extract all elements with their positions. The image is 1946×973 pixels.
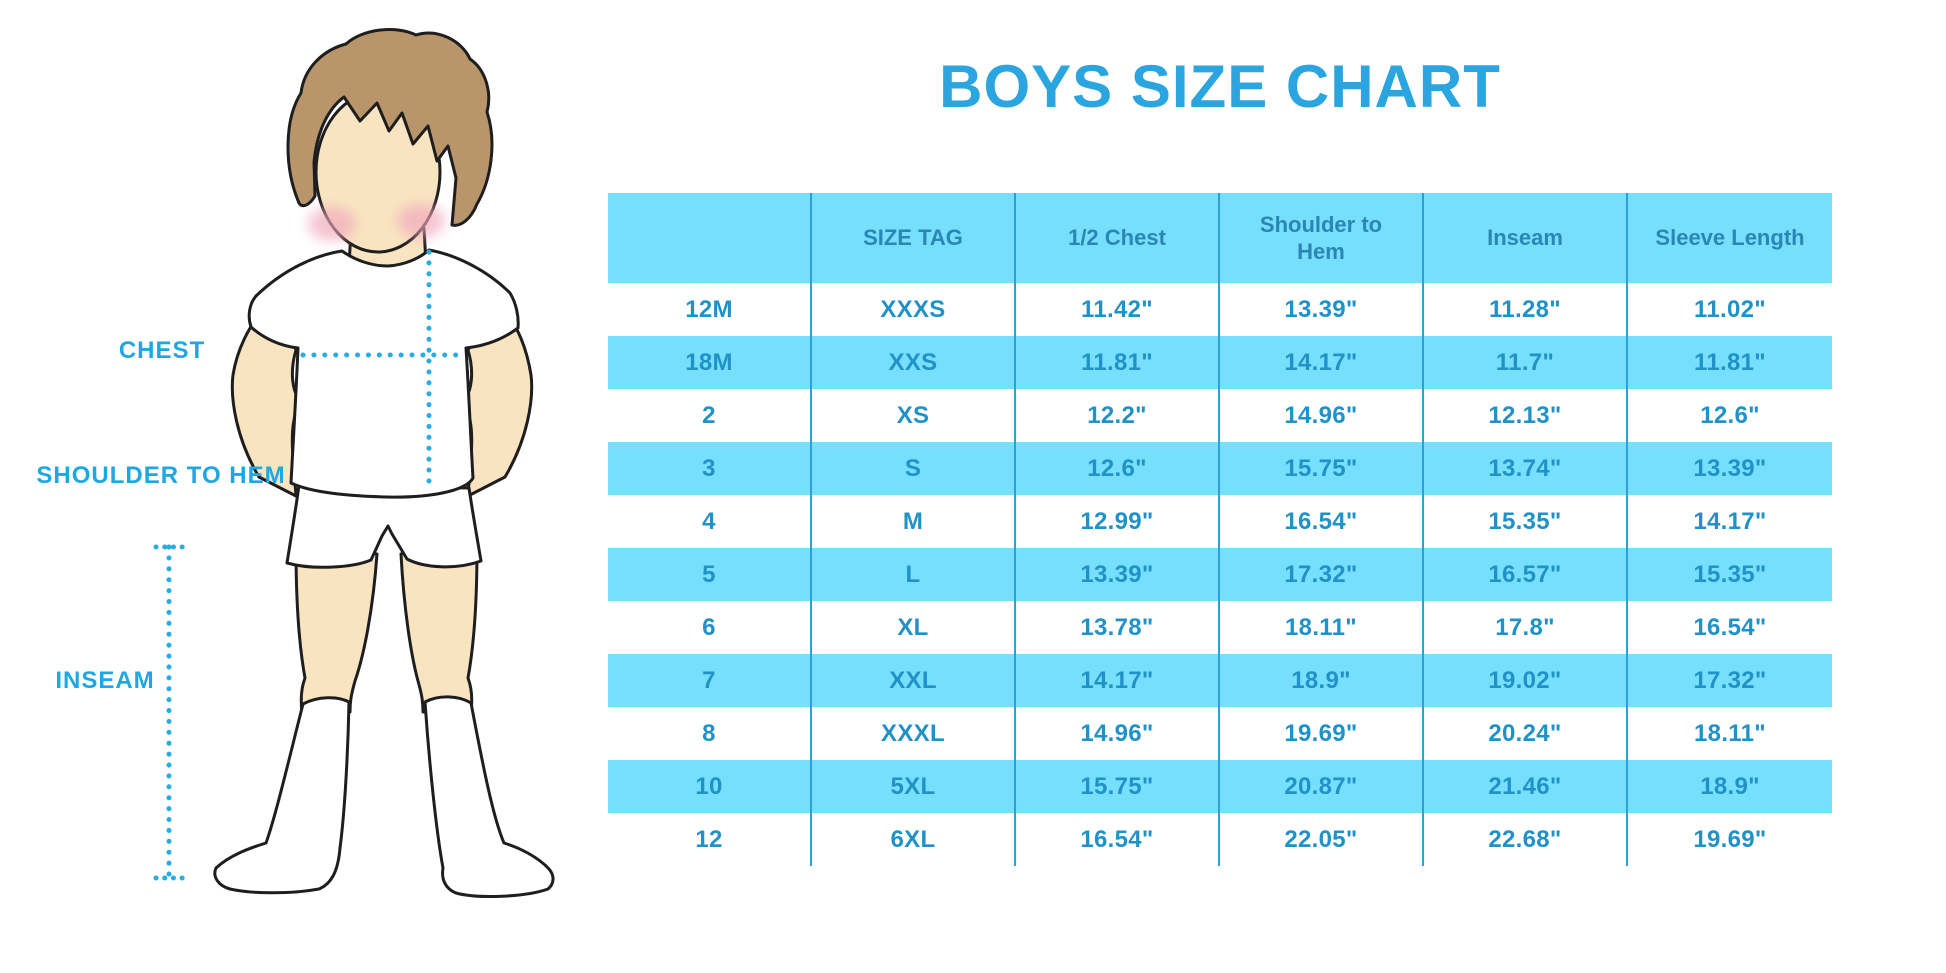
measurement-value-cell: 18.11" bbox=[1628, 707, 1832, 760]
size-tag-cell: 5XL bbox=[812, 760, 1016, 813]
size-age-cell: 6 bbox=[608, 601, 812, 654]
size-age-cell: 7 bbox=[608, 654, 812, 707]
header-cell-1-2-chest: 1/2 Chest bbox=[1016, 193, 1220, 283]
size-age-cell: 4 bbox=[608, 495, 812, 548]
measurement-value-cell: 21.46" bbox=[1424, 760, 1628, 813]
measurement-value-cell: 17.32" bbox=[1628, 654, 1832, 707]
header-cell-sleeve-length: Sleeve Length bbox=[1628, 193, 1832, 283]
header-cell-empty bbox=[608, 193, 812, 283]
size-age-cell: 18M bbox=[608, 336, 812, 389]
measurement-value-cell: 13.78" bbox=[1016, 601, 1220, 654]
measurement-value-cell: 16.54" bbox=[1220, 495, 1424, 548]
right-cheek bbox=[397, 204, 445, 238]
page-title: BOYS SIZE CHART bbox=[939, 53, 1501, 120]
measurement-value-cell: 19.02" bbox=[1424, 654, 1628, 707]
boy-measurement-illustration bbox=[153, 28, 555, 898]
measurement-value-cell: 12.6" bbox=[1016, 442, 1220, 495]
t-shirt bbox=[247, 248, 520, 499]
size-age-cell: 10 bbox=[608, 760, 812, 813]
size-age-cell: 5 bbox=[608, 548, 812, 601]
chest-label: CHEST bbox=[118, 337, 206, 364]
measurement-value-cell: 19.69" bbox=[1628, 813, 1832, 866]
measurement-value-cell: 20.87" bbox=[1220, 760, 1424, 813]
left-leg bbox=[294, 546, 379, 714]
measurement-value-cell: 12.13" bbox=[1424, 389, 1628, 442]
measurement-value-cell: 15.75" bbox=[1016, 760, 1220, 813]
size-tag-cell: 6XL bbox=[812, 813, 1016, 866]
measurement-value-cell: 19.69" bbox=[1220, 707, 1424, 760]
measurement-value-cell: 12.6" bbox=[1628, 389, 1832, 442]
size-tag-cell: L bbox=[812, 548, 1016, 601]
header-cell-size-tag: SIZE TAG bbox=[812, 193, 1016, 283]
shorts bbox=[285, 483, 483, 569]
measurement-value-cell: 16.54" bbox=[1016, 813, 1220, 866]
measurement-value-cell: 18.9" bbox=[1220, 654, 1424, 707]
measurement-value-cell: 14.17" bbox=[1628, 495, 1832, 548]
size-age-cell: 12M bbox=[608, 283, 812, 336]
measurement-value-cell: 14.96" bbox=[1220, 389, 1424, 442]
measurement-value-cell: 18.9" bbox=[1628, 760, 1832, 813]
size-age-cell: 2 bbox=[608, 389, 812, 442]
left-cheek bbox=[308, 207, 356, 241]
left-sock bbox=[213, 696, 351, 895]
header-cell-inseam: Inseam bbox=[1424, 193, 1628, 283]
size-tag-cell: XXXS bbox=[812, 283, 1016, 336]
measurement-value-cell: 12.99" bbox=[1016, 495, 1220, 548]
size-tag-cell: XS bbox=[812, 389, 1016, 442]
hair bbox=[286, 28, 494, 227]
measurement-value-cell: 15.35" bbox=[1628, 548, 1832, 601]
measurement-value-cell: 22.05" bbox=[1220, 813, 1424, 866]
measurement-value-cell: 13.74" bbox=[1424, 442, 1628, 495]
size-tag-cell: M bbox=[812, 495, 1016, 548]
measurement-value-cell: 11.7" bbox=[1424, 336, 1628, 389]
measurement-value-cell: 16.54" bbox=[1628, 601, 1832, 654]
measurement-value-cell: 11.81" bbox=[1016, 336, 1220, 389]
size-table: SIZE TAG 1/2 Chest Shoulder to Hem Inseam Sl… bbox=[608, 193, 1832, 866]
measurement-value-cell: 11.02" bbox=[1628, 283, 1832, 336]
size-age-cell: 12 bbox=[608, 813, 812, 866]
size-age-cell: 3 bbox=[608, 442, 812, 495]
measurement-value-cell: 15.35" bbox=[1424, 495, 1628, 548]
right-arm bbox=[464, 308, 534, 498]
measurement-value-cell: 14.17" bbox=[1220, 336, 1424, 389]
header-cell-shoulder-to-hem: Shoulder to Hem bbox=[1220, 193, 1424, 283]
size-age-cell: 8 bbox=[608, 707, 812, 760]
measurement-value-cell: 22.68" bbox=[1424, 813, 1628, 866]
measurement-value-cell: 14.17" bbox=[1016, 654, 1220, 707]
measurement-value-cell: 13.39" bbox=[1628, 442, 1832, 495]
measurement-value-cell: 16.57" bbox=[1424, 548, 1628, 601]
measurement-value-cell: 15.75" bbox=[1220, 442, 1424, 495]
right-leg bbox=[399, 546, 479, 714]
measurement-value-cell: 20.24" bbox=[1424, 707, 1628, 760]
measurement-value-cell: 12.2" bbox=[1016, 389, 1220, 442]
size-tag-cell: XXL bbox=[812, 654, 1016, 707]
inseam-label: INSEAM bbox=[55, 667, 155, 694]
measurement-value-cell: 13.39" bbox=[1016, 548, 1220, 601]
shoulder-to-hem-label: SHOULDER TO HEM bbox=[36, 462, 286, 489]
size-tag-cell: S bbox=[812, 442, 1016, 495]
measurement-value-cell: 11.28" bbox=[1424, 283, 1628, 336]
measurement-value-cell: 14.96" bbox=[1016, 707, 1220, 760]
size-tag-cell: XXXL bbox=[812, 707, 1016, 760]
measurement-value-cell: 11.42" bbox=[1016, 283, 1220, 336]
left-arm bbox=[230, 308, 300, 498]
measurement-value-cell: 18.11" bbox=[1220, 601, 1424, 654]
size-tag-cell: XL bbox=[812, 601, 1016, 654]
measurement-value-cell: 17.8" bbox=[1424, 601, 1628, 654]
measurement-value-cell: 13.39" bbox=[1220, 283, 1424, 336]
right-sock bbox=[423, 695, 555, 898]
measurement-value-cell: 17.32" bbox=[1220, 548, 1424, 601]
size-tag-cell: XXS bbox=[812, 336, 1016, 389]
measurement-value-cell: 11.81" bbox=[1628, 336, 1832, 389]
